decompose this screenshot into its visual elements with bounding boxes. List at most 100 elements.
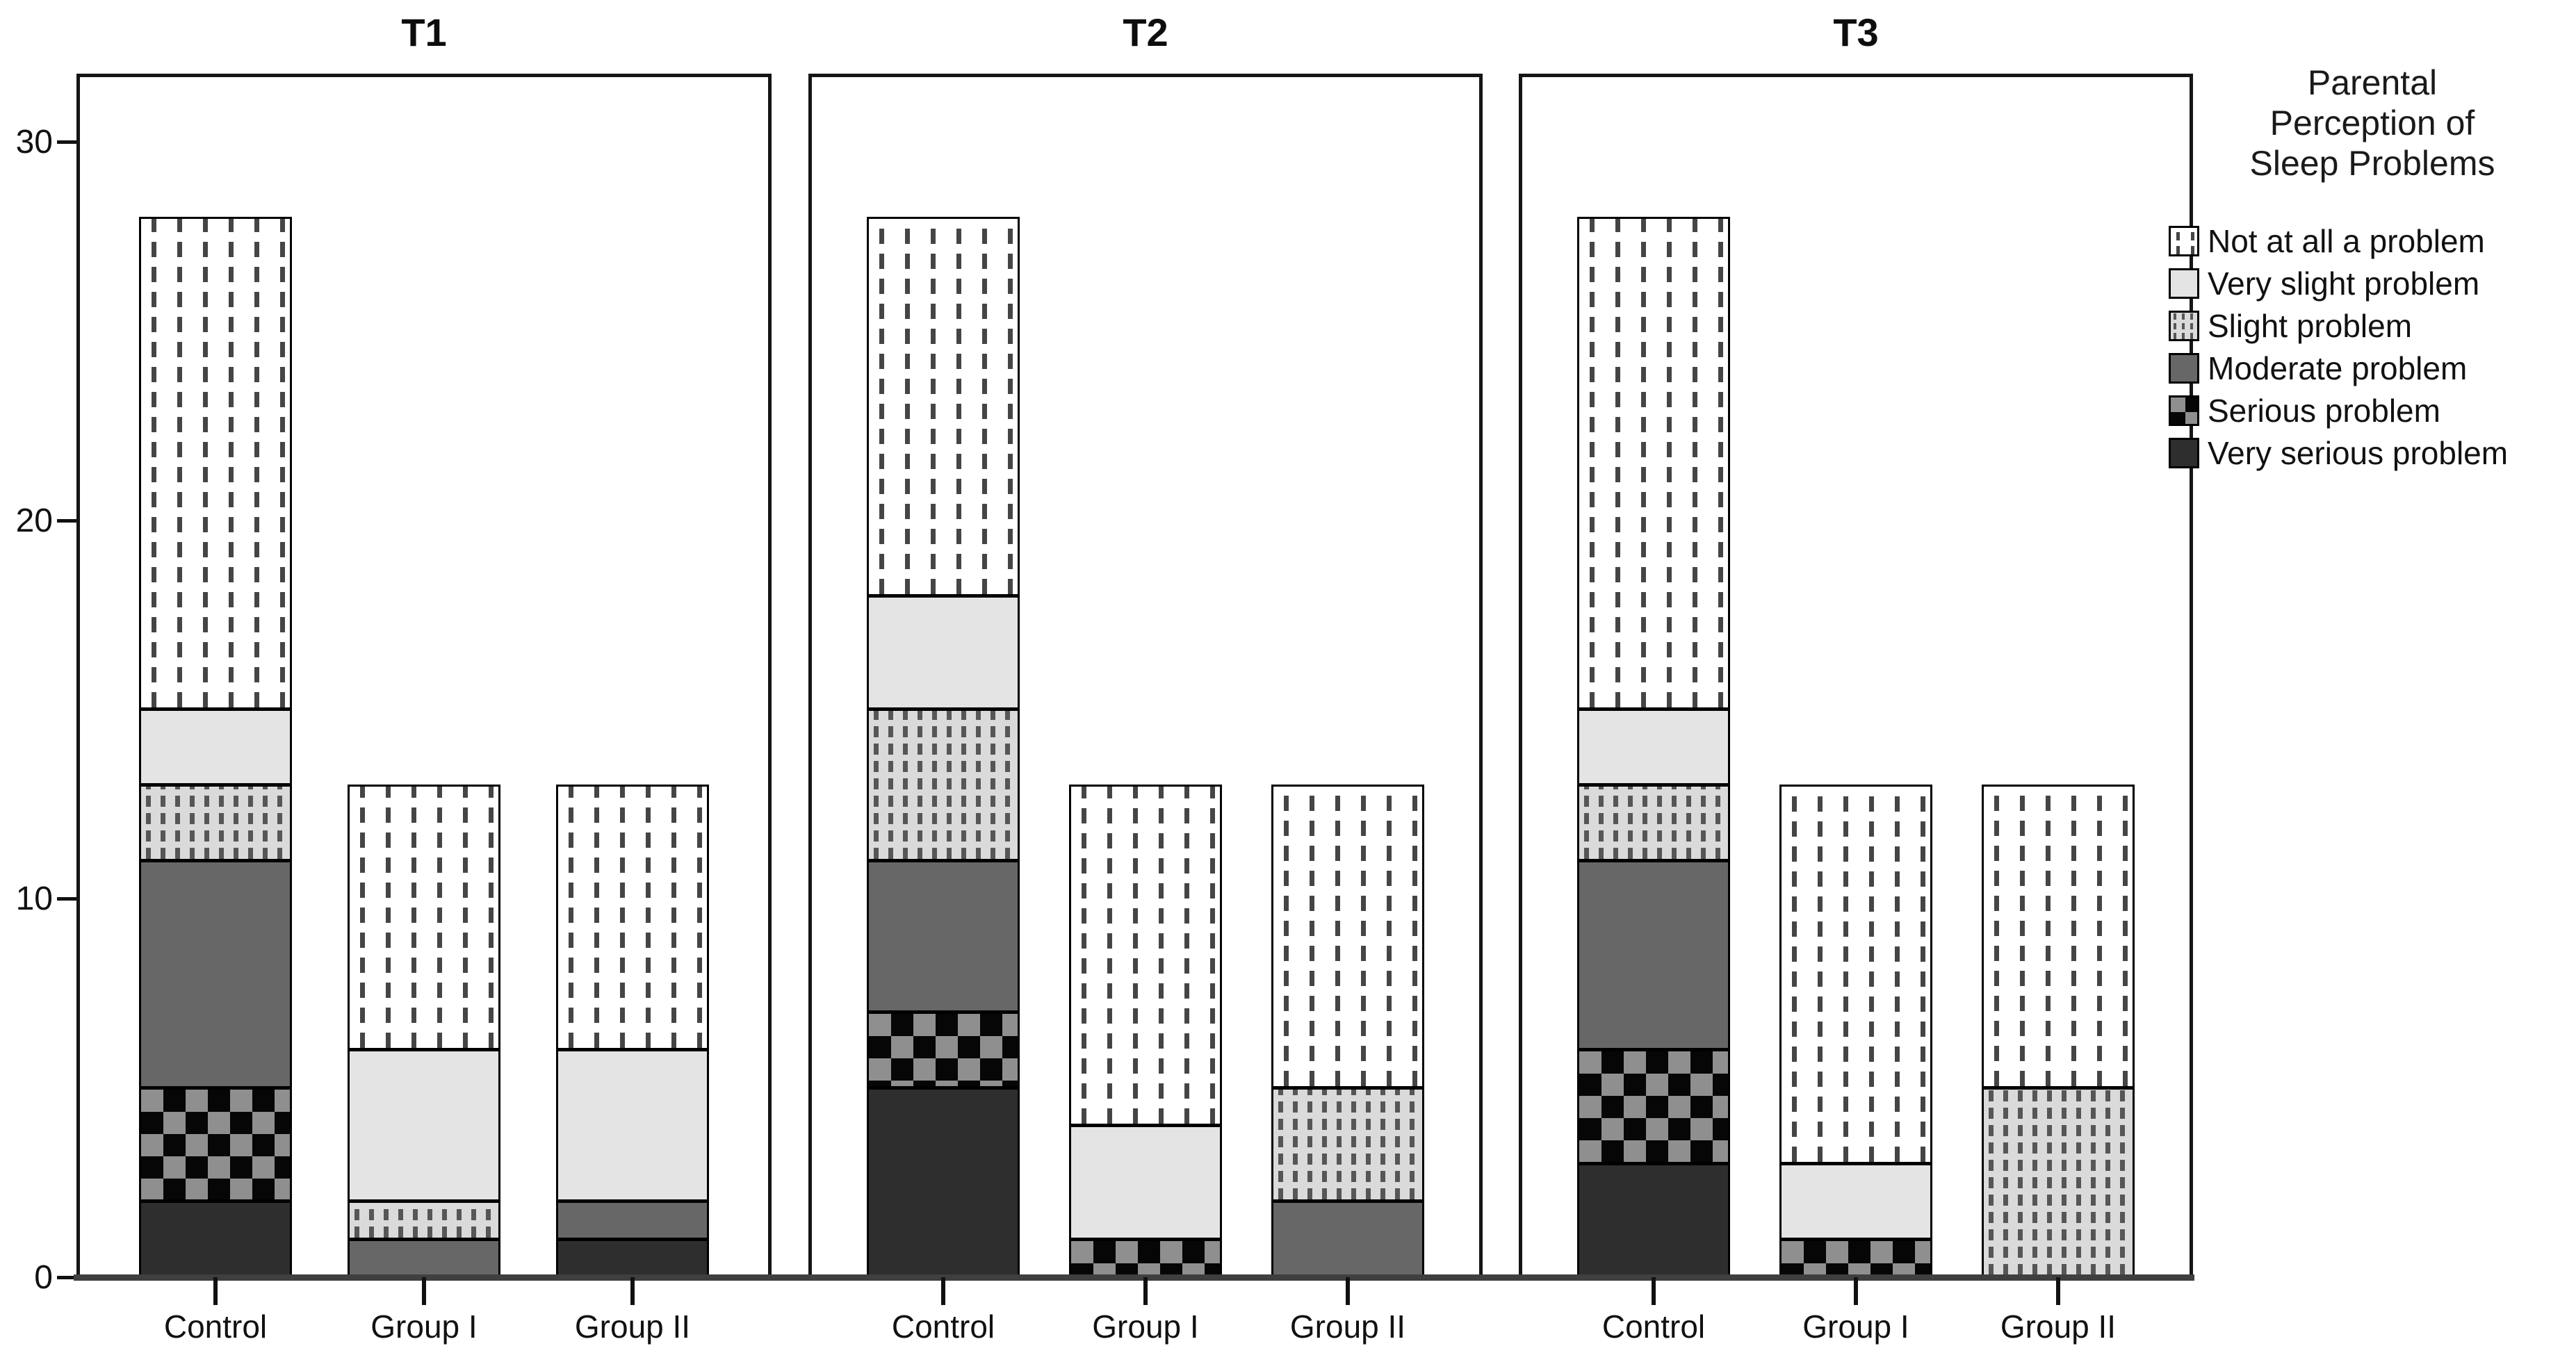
segment-slight — [348, 1201, 500, 1240]
legend: Parental Perception of Sleep Problems Not … — [2169, 63, 2576, 474]
segment-serious — [1069, 1238, 1222, 1277]
legend-swatch-serious — [2169, 395, 2199, 426]
segment-not-at-all — [139, 216, 292, 710]
bar-T2-Group II — [1271, 74, 1424, 1277]
segment-slight — [1982, 1087, 2135, 1277]
legend-label: Moderate problem — [2208, 350, 2468, 386]
legend-label: Slight problem — [2208, 307, 2413, 344]
segment-not-at-all — [1069, 784, 1222, 1126]
segment-not-at-all — [1271, 784, 1424, 1088]
segment-not-at-all — [1982, 784, 2135, 1088]
legend-swatch-very-serious — [2169, 437, 2199, 468]
legend-item-serious: Serious problem — [2169, 389, 2576, 432]
segment-very-serious — [139, 1201, 292, 1277]
bar-T3-Group II — [1982, 74, 2135, 1277]
segment-slight — [1577, 784, 1730, 861]
legend-title-line: Perception of — [2269, 104, 2475, 142]
segment-very-serious — [867, 1087, 1020, 1277]
x-tick-mark — [941, 1277, 945, 1305]
x-tick-label-Group I: Group I — [370, 1308, 478, 1345]
segment-serious — [867, 1011, 1020, 1088]
x-tick-label-Control: Control — [163, 1308, 268, 1345]
segment-not-at-all — [348, 784, 500, 1051]
x-tick-mark — [630, 1277, 635, 1305]
legend-item-very-slight: Very slight problem — [2169, 262, 2576, 304]
x-tick-mark — [2056, 1277, 2060, 1305]
x-tick-label-Group I: Group I — [1092, 1308, 1199, 1345]
x-tick-label-Group II: Group II — [574, 1308, 691, 1345]
segment-not-at-all — [556, 784, 709, 1051]
legend-title-line: Parental — [2307, 63, 2438, 102]
y-tick-mark — [57, 897, 76, 901]
legend-items: Not at all a problem Very slight problem S… — [2169, 220, 2576, 474]
legend-title: Parental Perception of Sleep Problems — [2169, 63, 2576, 183]
bar-T2-Control — [867, 74, 1020, 1277]
x-tick-mark — [1346, 1277, 1350, 1305]
legend-item-slight: Slight problem — [2169, 304, 2576, 347]
segment-moderate — [348, 1238, 500, 1277]
segment-very-slight — [867, 595, 1020, 710]
legend-label: Not at all a problem — [2208, 222, 2485, 259]
x-tick-label-Group I: Group I — [1802, 1308, 1909, 1345]
x-tick-mark — [1143, 1277, 1148, 1305]
y-tick-mark — [57, 1276, 76, 1279]
panel-title-T3: T3 — [1833, 10, 1879, 54]
panel-T2 — [808, 74, 1483, 1277]
x-tick-mark — [422, 1277, 426, 1305]
bar-T1-Group II — [556, 74, 709, 1277]
segment-very-slight — [556, 1049, 709, 1202]
panel-T3 — [1519, 74, 2193, 1277]
panel-T1 — [76, 74, 772, 1277]
bar-T3-Control — [1577, 74, 1730, 1277]
x-tick-label-Group II: Group II — [1289, 1308, 1406, 1345]
x-tick-mark — [213, 1277, 218, 1305]
segment-not-at-all — [1779, 784, 1932, 1164]
x-tick-label-Control: Control — [1601, 1308, 1706, 1345]
legend-item-very-serious: Very serious problem — [2169, 432, 2576, 474]
segment-slight — [139, 784, 292, 861]
segment-very-slight — [1577, 709, 1730, 785]
segment-slight — [1271, 1087, 1424, 1202]
segment-moderate — [139, 860, 292, 1088]
bar-T1-Control — [139, 74, 292, 1277]
segment-very-slight — [1069, 1125, 1222, 1240]
x-axis-line — [74, 1274, 2194, 1281]
x-tick-label-Control: Control — [891, 1308, 995, 1345]
bar-T1-Group I — [348, 74, 500, 1277]
segment-very-slight — [348, 1049, 500, 1202]
y-tick-label-30: 30 — [15, 124, 53, 161]
segment-very-serious — [1577, 1163, 1730, 1277]
x-tick-mark — [1652, 1277, 1656, 1305]
y-tick-label-0: 0 — [34, 1259, 53, 1296]
bar-T2-Group I — [1069, 74, 1222, 1277]
legend-label: Very serious problem — [2208, 434, 2509, 471]
legend-label: Serious problem — [2208, 392, 2440, 429]
segment-moderate — [1577, 860, 1730, 1051]
legend-label: Very slight problem — [2208, 265, 2480, 302]
segment-moderate — [556, 1201, 709, 1240]
legend-swatch-very-slight — [2169, 268, 2199, 299]
segment-moderate — [867, 860, 1020, 1012]
segment-not-at-all — [867, 216, 1020, 596]
x-tick-mark — [1854, 1277, 1858, 1305]
panel-title-T2: T2 — [1123, 10, 1168, 54]
segment-serious — [1577, 1049, 1730, 1164]
y-tick-label-10: 10 — [15, 880, 53, 918]
bar-T3-Group I — [1779, 74, 1932, 1277]
legend-title-line: Sleep Problems — [2249, 144, 2495, 183]
segment-serious — [139, 1087, 292, 1202]
segment-serious — [1779, 1238, 1932, 1277]
y-tick-label-20: 20 — [15, 502, 53, 539]
legend-swatch-slight — [2169, 310, 2199, 341]
legend-swatch-moderate — [2169, 352, 2199, 384]
y-tick-mark — [57, 518, 76, 523]
x-tick-label-Group II: Group II — [2000, 1308, 2117, 1345]
segment-very-serious — [556, 1238, 709, 1277]
segment-not-at-all — [1577, 216, 1730, 710]
legend-swatch-not-at-all — [2169, 225, 2199, 256]
panel-title-T1: T1 — [401, 10, 447, 54]
segment-very-slight — [139, 709, 292, 785]
y-tick-mark — [57, 140, 76, 145]
segment-moderate — [1271, 1201, 1424, 1277]
